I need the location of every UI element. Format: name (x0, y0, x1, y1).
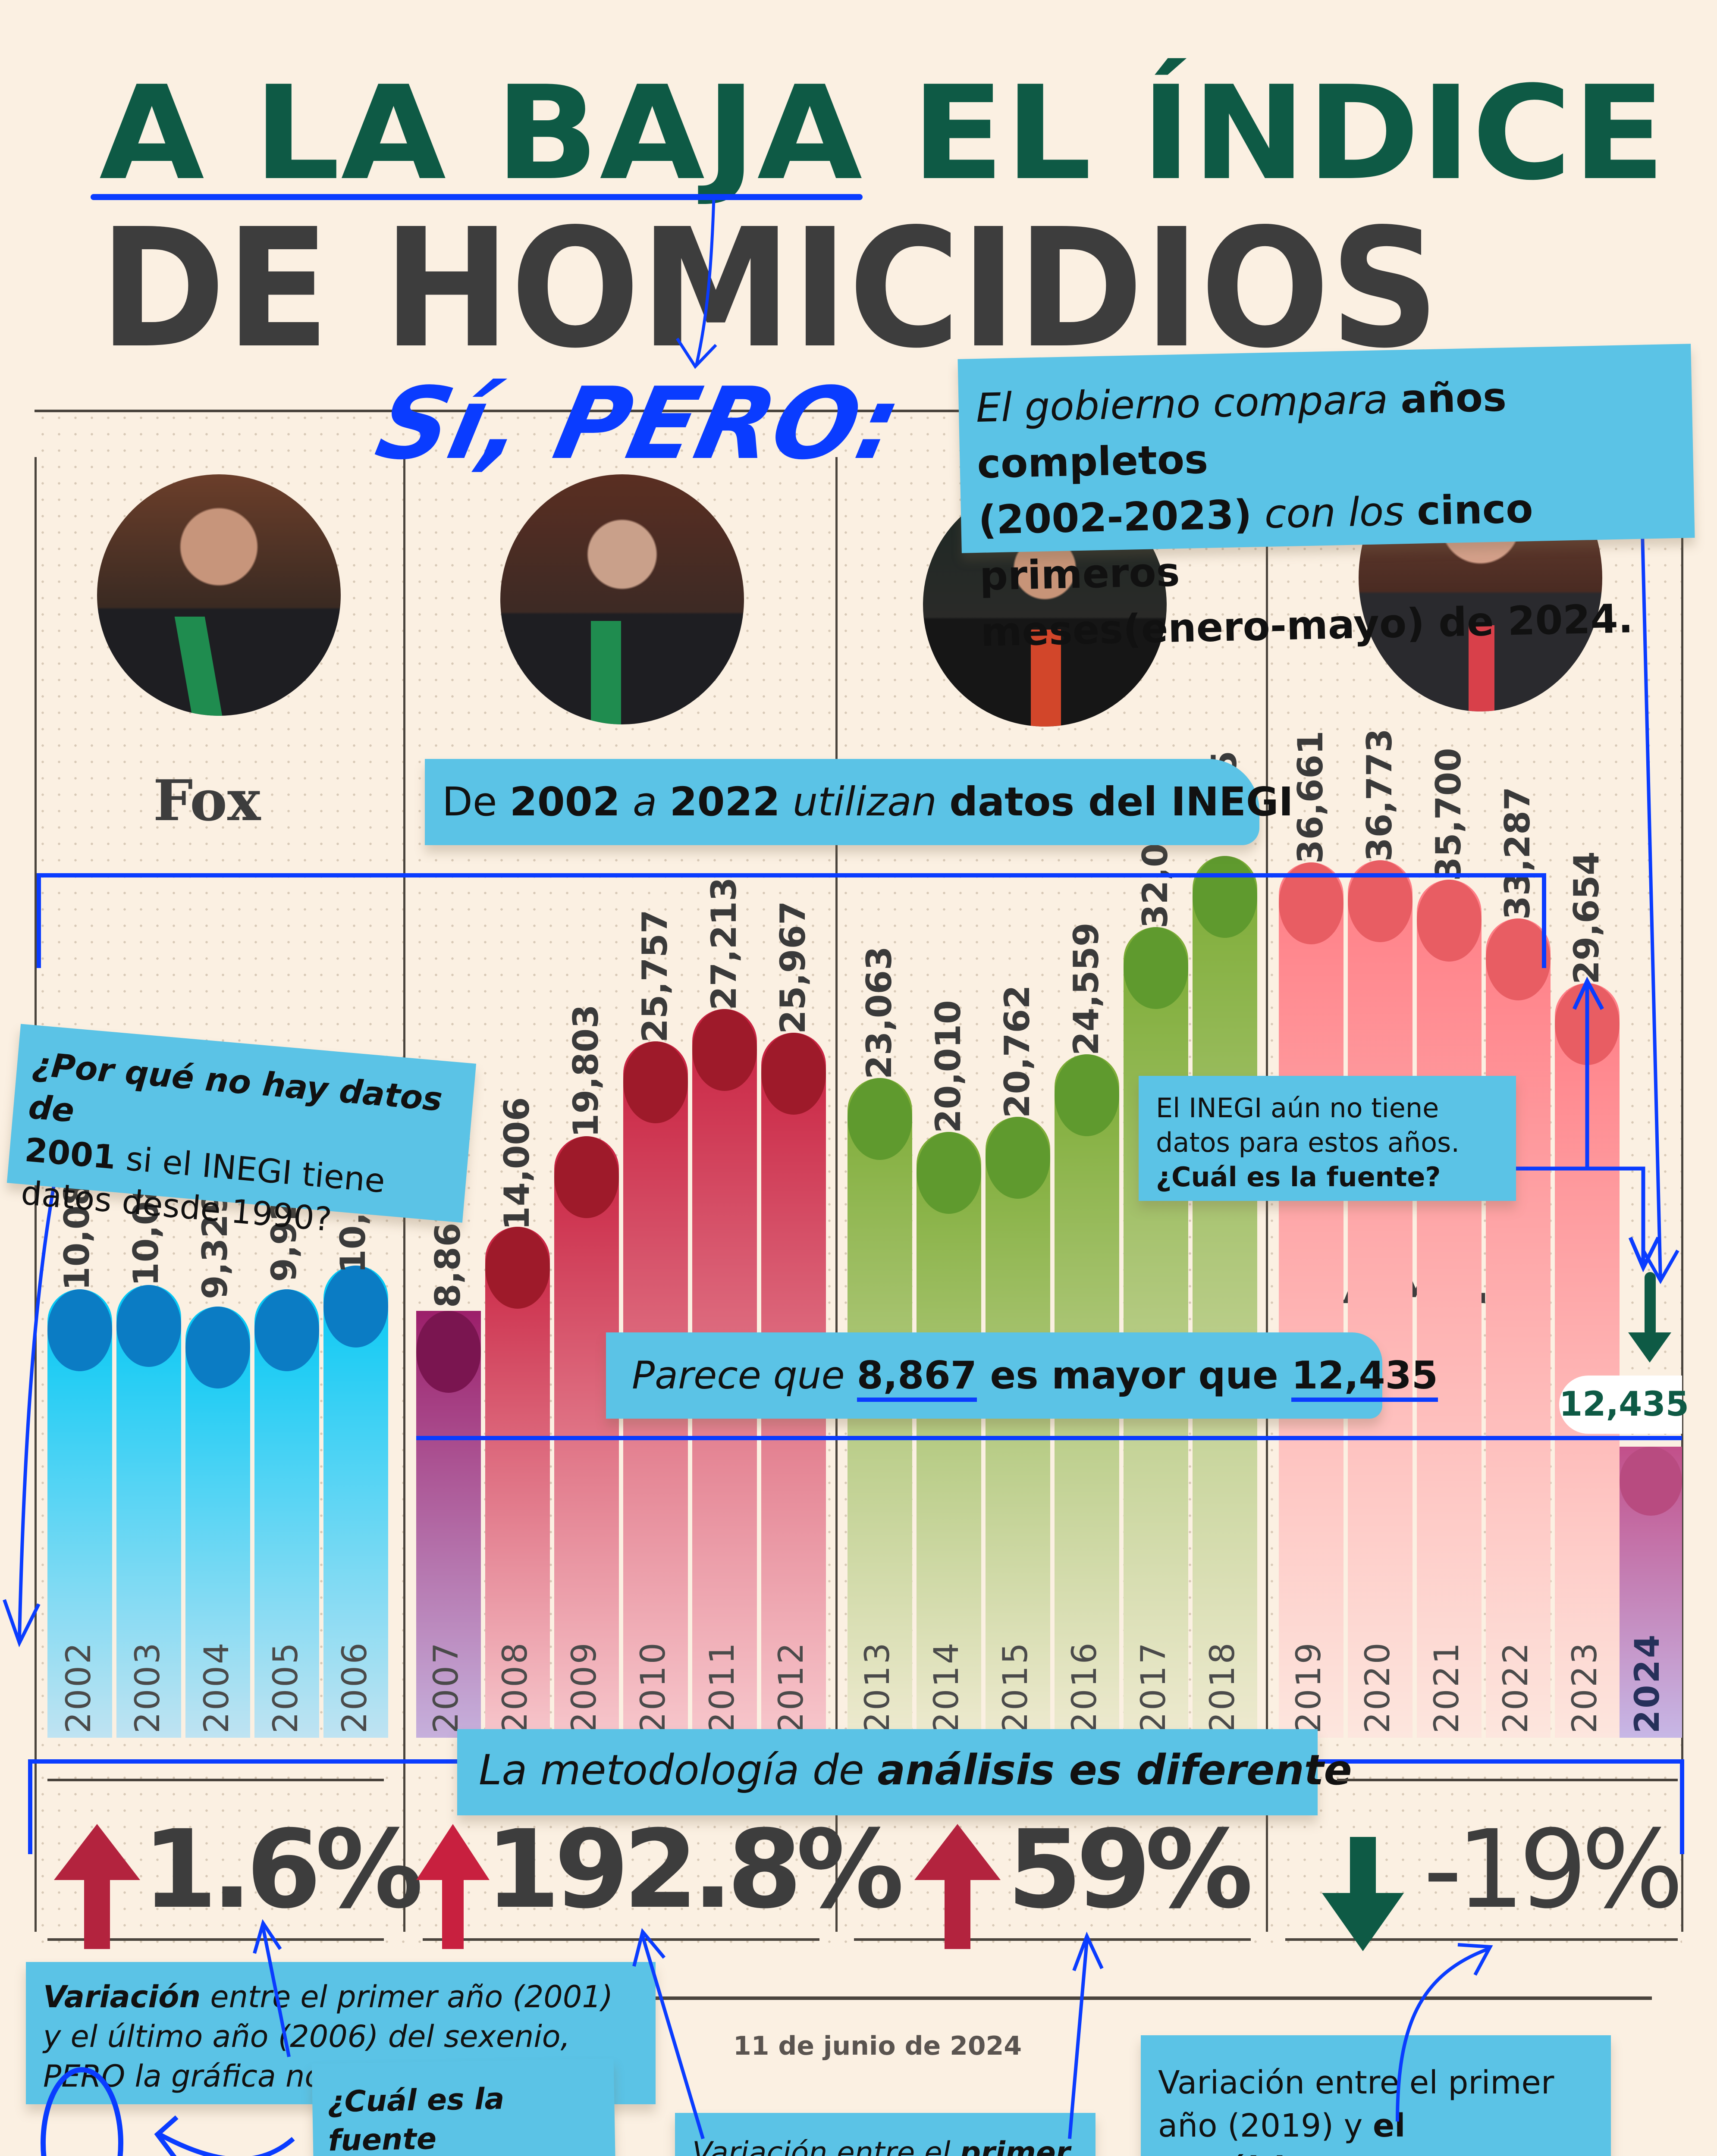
year-label: 2021 (1428, 1641, 1466, 1733)
divider (423, 1938, 819, 1941)
year-label: 2015 (996, 1641, 1035, 1733)
value-label: 36,661 (1290, 730, 1331, 864)
year-label-current: 2024 (1628, 1633, 1667, 1733)
year-label: 2018 (1203, 1641, 1242, 1733)
year-label: 2023 (1566, 1641, 1604, 1733)
column-divider (1681, 457, 1683, 1932)
source-arrows (1505, 976, 1660, 1272)
bar-2006 (323, 1266, 388, 1738)
note-variacion-amlo: Variación entre el primer año (2019) y e… (1141, 2035, 1611, 2156)
column-divider (835, 457, 838, 1932)
value-label: 33,287 (1497, 787, 1538, 920)
bar-2022 (1486, 918, 1551, 1738)
variation-fox: 1.6% (142, 1807, 423, 1932)
year-label: 2003 (129, 1641, 167, 1733)
comparison-line (416, 1436, 1682, 1440)
bar-2004 (185, 1307, 250, 1738)
year-label: 2019 (1290, 1641, 1328, 1733)
value-label: 19,803 (566, 1004, 606, 1138)
variation-calderon: 192.8% (485, 1807, 904, 1932)
bar-2002 (47, 1289, 112, 1738)
arrow-down-icon (676, 198, 717, 369)
bar-2021 (1417, 880, 1482, 1738)
headline-line-2: DE HOMICIDIOS (99, 193, 1440, 384)
bar-2007 (416, 1311, 481, 1738)
variation-amlo: -19% (1423, 1807, 1684, 1932)
value-label: 25,967 (773, 901, 813, 1034)
bar-2024 (1620, 1447, 1682, 1738)
top-divider (35, 410, 1682, 412)
pointer-arrows (253, 1919, 1493, 2140)
headline-line-1: A LA BAJA EL ÍNDICE (99, 58, 1667, 209)
bar-2008 (485, 1227, 550, 1738)
note-datos-inegi: De 2002 a 2022 utilizan datos del INEGI (425, 759, 1293, 845)
up-arrow-icon (914, 1824, 1001, 1949)
underline-annotation (91, 194, 863, 200)
up-arrow-icon (416, 1824, 490, 1949)
year-label: 2013 (858, 1641, 897, 1733)
value-label: 20,010 (928, 1000, 968, 1133)
inegi-bracket-right (1542, 873, 1546, 968)
value-label: 14,006 (497, 1097, 537, 1230)
bar-2005 (254, 1289, 319, 1738)
missing-source-circle (41, 2067, 295, 2156)
note-inegi-aun-no: El INEGI aún no tiene datos para estos a… (1139, 1076, 1516, 1201)
footer-divider (647, 1996, 1652, 2000)
down-arrow-icon (1322, 1837, 1404, 1951)
year-label: 2022 (1497, 1641, 1535, 1733)
bar-2003 (116, 1285, 181, 1738)
up-arrow-icon (54, 1824, 140, 1949)
year-label: 2014 (927, 1641, 966, 1733)
year-label: 2011 (703, 1641, 742, 1733)
divider (1337, 1779, 1678, 1781)
year-label: 2017 (1134, 1641, 1173, 1733)
bar-2020 (1348, 860, 1413, 1738)
value-label: 24,559 (1066, 922, 1106, 1056)
value-label: 20,762 (997, 985, 1037, 1118)
divider (1285, 1938, 1678, 1941)
value-label: 27,213 (704, 877, 744, 1010)
year-label: 2004 (198, 1641, 236, 1733)
year-label: 2007 (427, 1641, 466, 1733)
president-name-fox: Fox (153, 768, 261, 834)
year-label: 2005 (267, 1641, 305, 1733)
divider (47, 1779, 384, 1781)
year-label: 2020 (1359, 1641, 1397, 1733)
divider (47, 1938, 384, 1941)
value-label: 29,654 (1566, 851, 1607, 984)
inegi-bracket-top (37, 873, 1546, 877)
value-badge-2024: 12,435 (1559, 1376, 1689, 1434)
bar-2014 (917, 1132, 981, 1738)
portrait-calderon (500, 474, 744, 724)
bar-2018 (1193, 856, 1257, 1738)
value-label: 35,700 (1428, 748, 1469, 881)
bar-2019 (1279, 862, 1343, 1738)
bar-2015 (986, 1117, 1050, 1738)
down-arrow-icon (1628, 1272, 1671, 1363)
methodology-bracket-right (1680, 1759, 1684, 1854)
note-metodologia: La metodología de análisis es diferente (457, 1729, 1352, 1815)
year-label: 2010 (634, 1641, 673, 1733)
value-label: 23,063 (859, 946, 899, 1079)
year-label: 2016 (1065, 1641, 1104, 1733)
value-label: 36,773 (1359, 728, 1400, 862)
year-label: 2008 (496, 1641, 535, 1733)
portrait-fox (97, 474, 341, 716)
value-label: 25,757 (635, 909, 675, 1043)
methodology-bracket-left (28, 1759, 32, 1854)
year-label: 2012 (772, 1641, 811, 1733)
year-label: 2009 (565, 1641, 604, 1733)
note-variacion-fox: Variación entre el primer año (2001) y e… (26, 1962, 656, 2104)
inegi-bracket-left (37, 873, 41, 968)
year-label: 2006 (336, 1641, 374, 1733)
divider (854, 1938, 1251, 1941)
note-parece-que: Parece que 8,867 es mayor que 12,435 (606, 1332, 1438, 1419)
note-gobierno-compara: El gobierno compara años completos (2002… (957, 344, 1695, 655)
variation-pena-nieto: 59% (1007, 1807, 1253, 1932)
arrow-down-icon (3, 1151, 62, 1648)
annotation-header: Sí, PERO: (367, 367, 910, 482)
publication-date: 11 de junio de 2024 (733, 2031, 1022, 2061)
note-variacion-cada-sexenio: Variación entre el primer y el último añ… (675, 2113, 1095, 2156)
